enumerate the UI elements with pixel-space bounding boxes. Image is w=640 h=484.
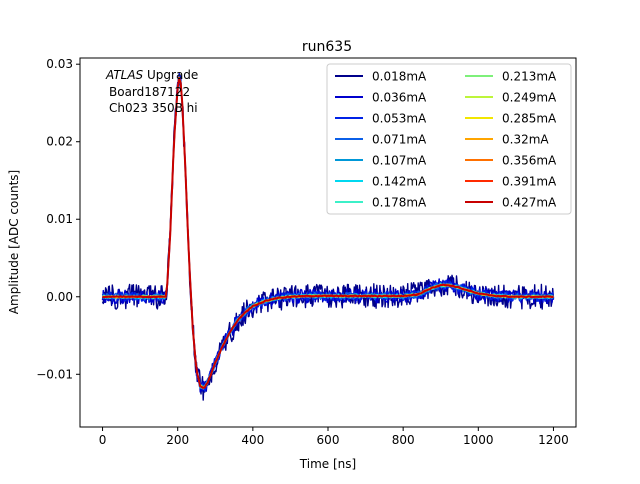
legend-label: 0.071mA <box>372 133 427 147</box>
y-tick-label: 0.00 <box>46 290 73 304</box>
y-tick-label: −0.01 <box>36 367 73 381</box>
atlas-annotation: ATLAS Upgrade Board187122 Ch023 350B hi <box>105 68 198 115</box>
legend-label: 0.427mA <box>502 196 557 210</box>
legend-label: 0.249mA <box>502 91 557 105</box>
x-axis-label: Time [ns] <box>299 457 356 471</box>
legend-label: 0.213mA <box>502 70 557 84</box>
y-tick-label: 0.02 <box>46 135 73 149</box>
x-tick-label: 400 <box>241 433 264 447</box>
annotation-board: Board187122 <box>109 85 190 99</box>
legend-label: 0.391mA <box>502 175 557 189</box>
x-tick-label: 600 <box>317 433 340 447</box>
x-tick-label: 800 <box>392 433 415 447</box>
annotation-atlas: ATLAS <box>105 68 144 82</box>
x-tick-label: 200 <box>166 433 189 447</box>
legend: 0.018mA 0.036mA 0.053mA 0.071mA 0.107mA 0.142… <box>326 63 572 215</box>
svg-text:ATLAS Upgrade: ATLAS Upgrade <box>105 68 198 82</box>
x-tick-label: 1200 <box>538 433 569 447</box>
legend-label: 0.107mA <box>372 154 427 168</box>
legend-label: 0.053mA <box>372 112 427 126</box>
y-tick-label: 0.03 <box>46 57 73 71</box>
plot-lines <box>101 72 555 401</box>
annotation-upgrade: Upgrade <box>143 68 198 82</box>
chart-title: run635 <box>302 39 352 55</box>
x-tick-label: 0 <box>99 433 107 447</box>
x-tick-label: 1000 <box>463 433 494 447</box>
y-axis-label: Amplitude [ADC counts] <box>7 170 21 314</box>
series-line <box>102 77 554 389</box>
legend-label: 0.285mA <box>502 112 557 126</box>
legend-label: 0.178mA <box>372 196 427 210</box>
legend-label: 0.356mA <box>502 154 557 168</box>
legend-label: 0.142mA <box>372 175 427 189</box>
legend-box <box>326 63 572 215</box>
y-axis-ticks: −0.01 0.00 0.01 0.02 0.03 <box>36 57 80 381</box>
y-tick-label: 0.01 <box>46 212 73 226</box>
legend-label: 0.32mA <box>502 133 549 147</box>
legend-label: 0.018mA <box>372 70 427 84</box>
legend-label: 0.036mA <box>372 91 427 105</box>
annotation-channel: Ch023 350B hi <box>109 101 198 115</box>
x-axis-ticks: 0 200 400 600 800 1000 1200 <box>99 427 569 447</box>
